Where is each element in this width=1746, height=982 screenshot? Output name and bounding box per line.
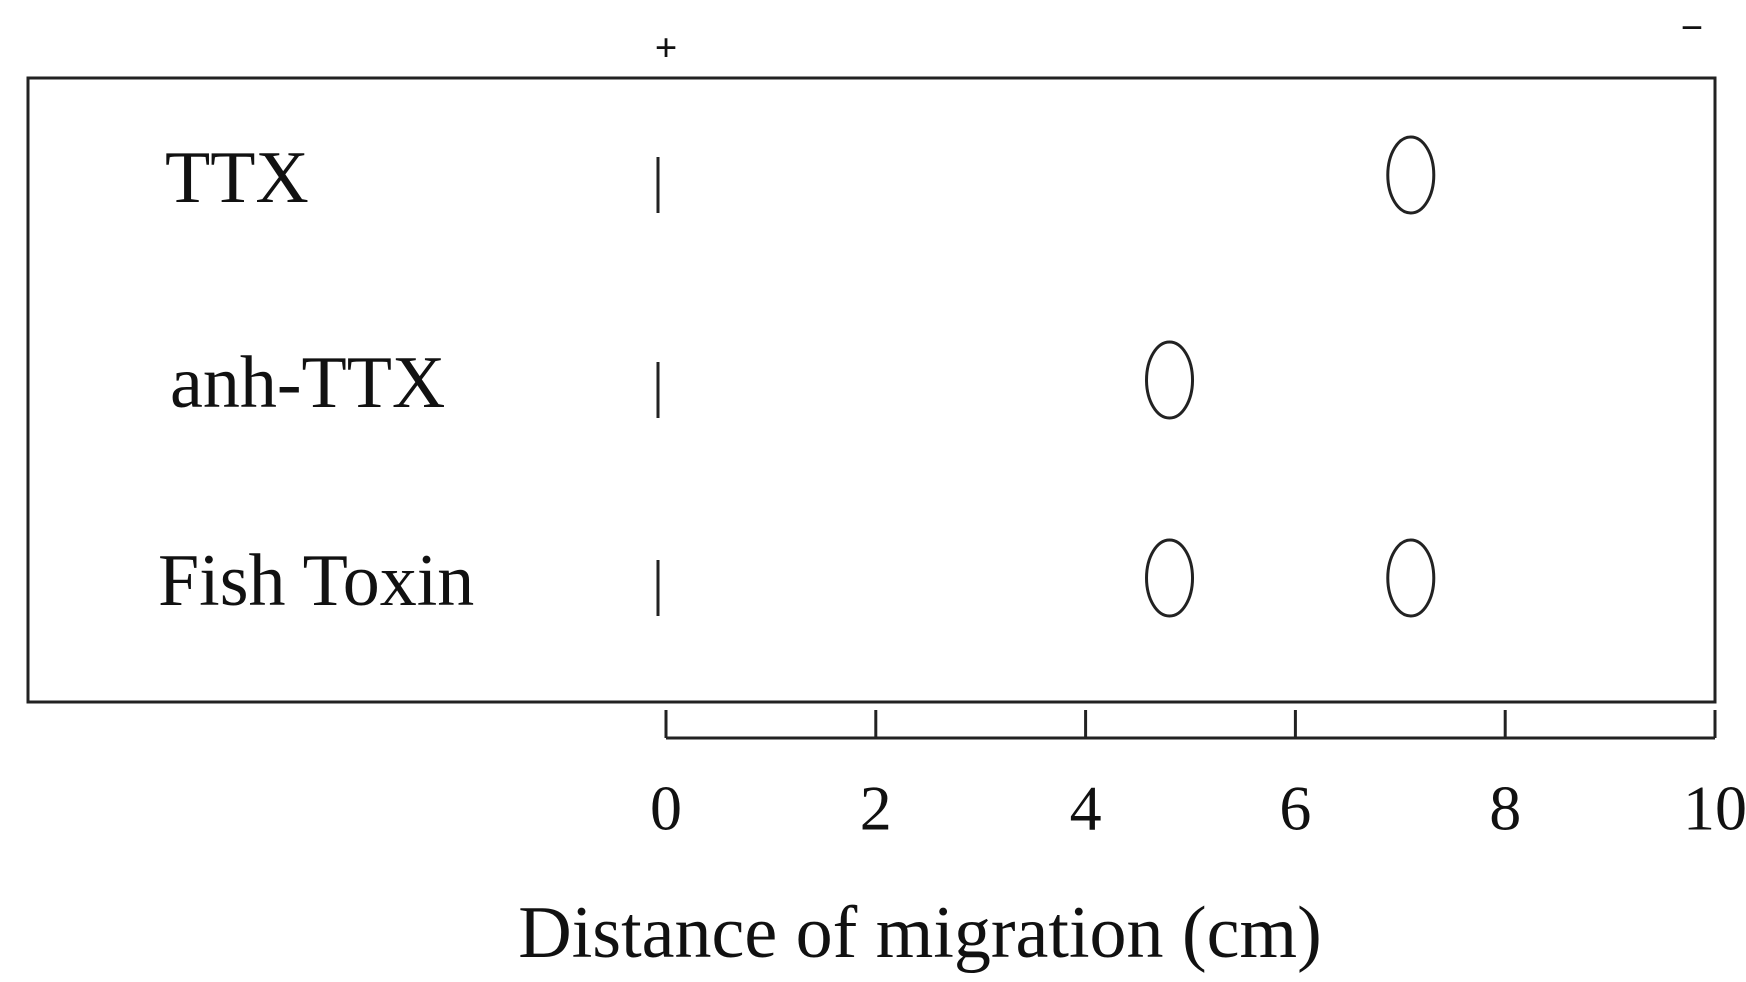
- x-tick-label: 2: [860, 773, 892, 844]
- lane-label: anh-TTX: [170, 342, 445, 424]
- spot: [1145, 340, 1195, 420]
- lane-label: TTX: [165, 137, 309, 219]
- x-tick-label: 4: [1070, 773, 1102, 844]
- spot: [1386, 538, 1436, 618]
- spot: [1386, 135, 1436, 215]
- x-tick-label: 6: [1279, 773, 1311, 844]
- x-tick-label: 10: [1683, 773, 1746, 844]
- lane-label: Fish Toxin: [158, 540, 474, 622]
- anode-label: +: [655, 25, 678, 70]
- spot: [1145, 538, 1195, 618]
- x-tick-label: 8: [1489, 773, 1521, 844]
- x-tick-label: 0: [650, 773, 682, 844]
- x-axis-label: Distance of migration (cm): [518, 892, 1321, 974]
- gel-frame: [26, 76, 1717, 704]
- cathode-label: −: [1681, 5, 1704, 50]
